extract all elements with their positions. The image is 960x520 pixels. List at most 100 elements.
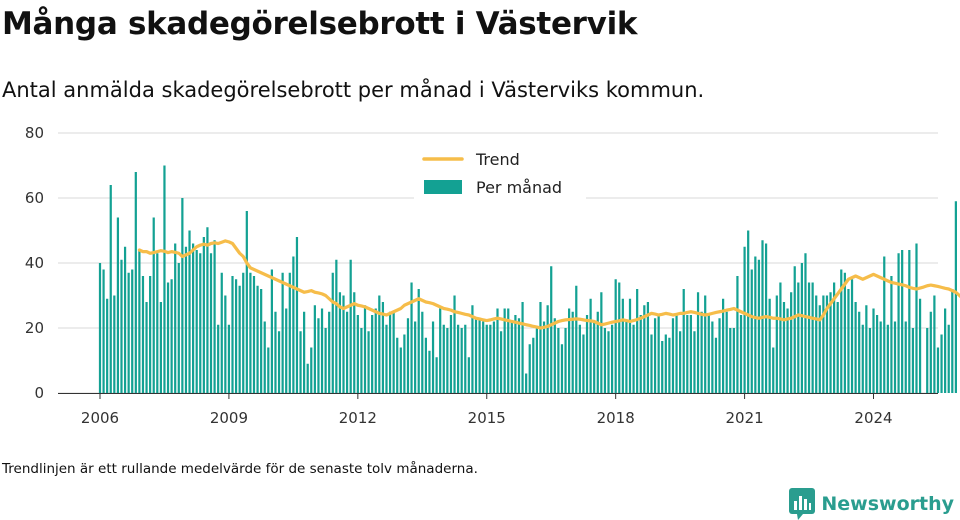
- bar: [134, 172, 137, 393]
- bar: [722, 298, 725, 393]
- bar: [489, 324, 492, 393]
- bar: [227, 324, 231, 393]
- bar: [682, 289, 685, 393]
- bar: [725, 311, 728, 393]
- bar: [439, 308, 442, 393]
- bar: [918, 298, 922, 393]
- bar: [410, 282, 413, 393]
- bar: [578, 324, 581, 393]
- bar: [532, 337, 535, 393]
- bar: [188, 230, 191, 393]
- bar: [664, 334, 667, 393]
- bar: [260, 289, 263, 393]
- bar: [868, 328, 872, 393]
- bar: [603, 328, 607, 393]
- bar: [897, 253, 900, 393]
- bar: [646, 302, 650, 393]
- bar: [951, 289, 954, 393]
- bar: [818, 305, 821, 393]
- bar: [338, 292, 342, 393]
- bar: [546, 305, 549, 393]
- bar: [836, 302, 839, 393]
- bar: [782, 302, 786, 393]
- chart-title: Många skadegörelsebrott i Västervik: [2, 6, 638, 42]
- bar: [904, 321, 907, 393]
- bar: [224, 295, 227, 393]
- bar: [492, 321, 496, 393]
- bar: [406, 318, 410, 393]
- bar: [521, 302, 524, 393]
- bar: [181, 198, 184, 393]
- bar: [729, 328, 732, 393]
- bar: [220, 272, 223, 393]
- bar: [804, 253, 807, 393]
- bar: [553, 318, 556, 393]
- bar: [277, 331, 281, 393]
- bar: [403, 334, 406, 393]
- bar: [757, 259, 761, 393]
- bar: [510, 321, 513, 393]
- bar: [159, 302, 162, 393]
- bar: [696, 292, 700, 393]
- bar: [797, 282, 800, 393]
- bar: [575, 285, 578, 393]
- bar: [238, 285, 241, 393]
- legend-swatch-per-manad: [424, 180, 462, 194]
- bar: [557, 328, 560, 393]
- bar: [116, 217, 120, 393]
- bar: [163, 165, 166, 393]
- y-tick-label: 80: [25, 124, 44, 142]
- bar: [170, 279, 173, 393]
- bar: [482, 321, 485, 393]
- bar: [281, 272, 284, 393]
- bar: [363, 305, 367, 393]
- bar: [854, 302, 857, 393]
- axes: 0 20 40 60 80 2006 2009 2012 2015 2018 2021 2024: [25, 124, 938, 427]
- bar: [396, 337, 399, 393]
- bar: [371, 315, 374, 393]
- bar: [560, 344, 564, 393]
- bar: [457, 324, 460, 393]
- bar: [875, 315, 879, 393]
- bar: [829, 292, 832, 393]
- bar: [421, 311, 424, 393]
- bar: [392, 311, 395, 393]
- legend: Trend Per månad: [414, 141, 586, 203]
- bar: [661, 341, 664, 393]
- bar: [131, 269, 134, 393]
- bar: [614, 279, 617, 393]
- bar: [474, 318, 478, 393]
- bar: [263, 321, 266, 393]
- bar: [460, 328, 463, 393]
- bar: [152, 217, 155, 393]
- chart: 0 20 40 60 80 2006 2009 2012 2015 2018 2021 2024 Tr…: [25, 124, 960, 427]
- bar: [811, 282, 814, 393]
- bar: [768, 298, 771, 393]
- bar: [793, 266, 796, 393]
- bar: [177, 263, 180, 393]
- bar: [893, 321, 897, 393]
- bar: [833, 282, 836, 393]
- bar: [328, 311, 331, 393]
- bar: [428, 350, 431, 393]
- bar: [929, 311, 932, 393]
- legend-label: Per månad: [476, 178, 562, 197]
- bar: [528, 344, 531, 393]
- bar: [571, 311, 574, 393]
- bar: [653, 318, 657, 393]
- bar: [453, 295, 456, 393]
- bar: [582, 334, 585, 393]
- bar: [535, 328, 538, 393]
- y-tick-label: 20: [25, 319, 44, 337]
- brand-logo: Newsworthy: [789, 488, 954, 520]
- bar: [585, 315, 589, 393]
- y-tick-label: 40: [25, 254, 44, 272]
- bar: [790, 292, 793, 393]
- bar: [847, 289, 850, 393]
- bar: [872, 308, 875, 393]
- bar: [449, 315, 453, 393]
- bar: [636, 289, 639, 393]
- bar: [657, 315, 660, 393]
- x-tick-label: 2024: [854, 409, 892, 427]
- bar: [700, 311, 703, 393]
